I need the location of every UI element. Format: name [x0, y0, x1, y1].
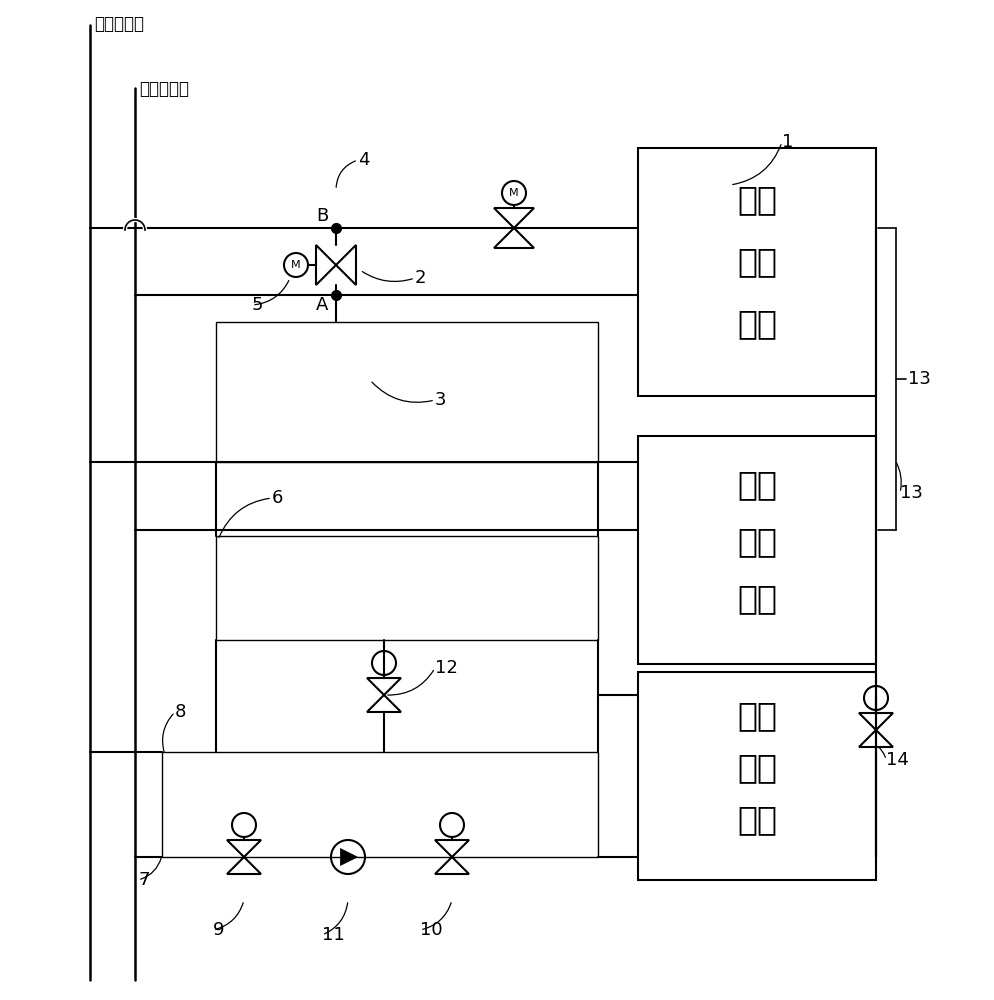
Text: 2: 2: [415, 269, 426, 287]
Text: M: M: [291, 260, 301, 270]
Text: 8: 8: [175, 703, 187, 721]
Text: 10: 10: [420, 921, 442, 939]
Bar: [638, 436, 876, 664]
Text: 煤气: 煤气: [737, 700, 777, 732]
FancyArrowPatch shape: [422, 903, 451, 929]
Text: 9: 9: [213, 921, 225, 939]
Text: 供暖: 供暖: [737, 526, 777, 558]
Text: 机组: 机组: [737, 804, 777, 836]
Text: 装置: 装置: [737, 582, 777, 615]
Text: 4: 4: [358, 151, 370, 169]
Bar: [638, 148, 876, 396]
Text: 一次回主管: 一次回主管: [139, 80, 189, 98]
Text: 第二: 第二: [737, 468, 777, 502]
Bar: [216, 536, 598, 640]
Bar: [162, 752, 598, 857]
Text: 一次供主管: 一次供主管: [94, 15, 144, 33]
FancyArrowPatch shape: [254, 281, 289, 305]
Polygon shape: [340, 848, 358, 865]
Text: M: M: [509, 188, 519, 198]
FancyArrowPatch shape: [336, 161, 356, 187]
Text: 13: 13: [900, 484, 922, 502]
Text: 6: 6: [272, 489, 283, 507]
Text: 14: 14: [886, 751, 909, 769]
FancyArrowPatch shape: [163, 714, 173, 752]
FancyArrowPatch shape: [733, 145, 781, 185]
Text: A: A: [316, 296, 328, 314]
FancyArrowPatch shape: [216, 903, 244, 929]
Bar: [216, 322, 598, 462]
Text: 11: 11: [322, 926, 345, 944]
Bar: [638, 672, 876, 880]
Text: B: B: [316, 207, 328, 225]
FancyArrowPatch shape: [388, 670, 433, 695]
FancyArrowPatch shape: [897, 462, 902, 490]
FancyArrowPatch shape: [362, 272, 413, 281]
Text: 1: 1: [782, 133, 793, 151]
Text: 供暖: 供暖: [737, 245, 777, 278]
FancyArrowPatch shape: [141, 858, 161, 879]
FancyArrowPatch shape: [372, 382, 432, 402]
Text: 3: 3: [435, 391, 446, 409]
Text: 13: 13: [908, 370, 930, 388]
Text: 装置: 装置: [737, 308, 777, 340]
FancyArrowPatch shape: [879, 747, 886, 757]
Text: 第一: 第一: [737, 184, 777, 217]
Text: 5: 5: [252, 296, 263, 314]
Text: 热泵: 热泵: [737, 752, 777, 784]
FancyArrowPatch shape: [325, 903, 348, 934]
FancyArrowPatch shape: [219, 498, 269, 537]
Text: 7: 7: [138, 871, 149, 889]
Text: 12: 12: [435, 659, 458, 677]
